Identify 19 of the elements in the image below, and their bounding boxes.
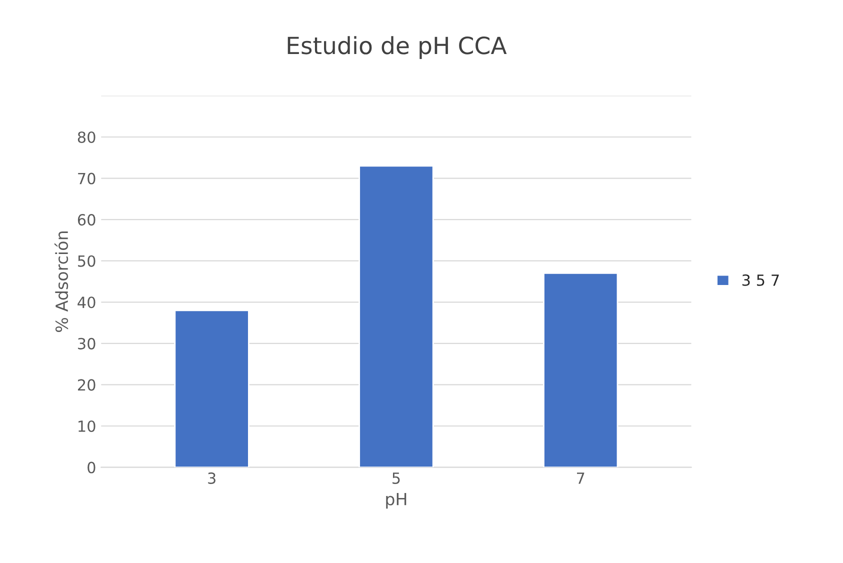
x-tick-label: 7	[577, 472, 584, 484]
y-tick-label: 50	[78, 255, 96, 267]
y-tick-label: 0	[88, 462, 96, 474]
bar	[358, 165, 434, 468]
y-tick-label: 20	[78, 379, 96, 391]
x-tick-label: 3	[208, 472, 216, 484]
y-tick-label: 40	[78, 296, 96, 308]
bar	[174, 310, 250, 468]
y-tick-label: 30	[78, 338, 96, 350]
x-tick-label: 5	[392, 472, 400, 484]
y-axis-title: % Adsorción	[54, 232, 68, 332]
x-axis-title: pH	[386, 493, 406, 509]
y-tick-label: 10	[78, 420, 96, 432]
y-tick-label: 80	[78, 131, 96, 144]
legend-label: 3 5 7	[742, 274, 779, 286]
chart-title: Estudio de pH CCA	[288, 36, 507, 59]
bar	[543, 272, 618, 468]
y-tick-label: 60	[78, 214, 96, 226]
y-tick-label: 70	[78, 172, 96, 184]
